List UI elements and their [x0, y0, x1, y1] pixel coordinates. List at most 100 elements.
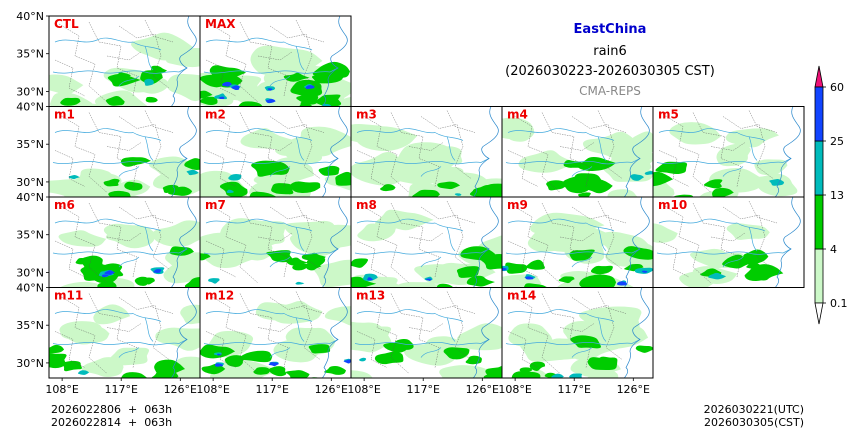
river-line — [295, 317, 305, 342]
rain-area-moderate — [145, 96, 158, 103]
colorbar-extend-min — [814, 302, 824, 325]
river-line — [748, 226, 758, 252]
rain-area-moderate — [579, 274, 617, 288]
y-tick-label: 40°N — [16, 282, 44, 295]
panel-label: m11 — [54, 289, 83, 303]
river-line — [571, 347, 593, 358]
rain-area-moderate — [219, 181, 248, 197]
rain-area-light — [166, 73, 200, 102]
province-border — [88, 202, 138, 278]
precip-field — [502, 106, 653, 197]
y-tick-label: 35°N — [16, 319, 44, 332]
rain-area-light — [155, 327, 200, 351]
x-tick-label: 108°E — [45, 383, 78, 396]
province-border — [597, 200, 627, 224]
rain-area-light — [541, 227, 584, 252]
river-line — [356, 309, 464, 322]
province-border — [571, 297, 623, 360]
rain-area-moderate — [289, 181, 321, 194]
rain-area-moderate — [200, 90, 213, 99]
rain-area-light — [716, 143, 751, 167]
colorbar-tick-label: 0.1 — [830, 297, 848, 310]
province-border — [722, 206, 774, 270]
rain-area-moderate — [283, 72, 310, 82]
river-line — [203, 339, 339, 346]
rain-area-moderate — [200, 96, 218, 105]
river-line — [118, 347, 140, 358]
x-tick-label: 108°E — [347, 383, 380, 396]
river-line — [205, 218, 313, 232]
rain-area-moderate — [712, 187, 734, 197]
rain-area-light — [220, 218, 286, 247]
river-line — [205, 37, 313, 51]
rain-area-moderate — [519, 367, 533, 373]
river-line — [205, 309, 313, 322]
rain-area-light — [180, 304, 200, 325]
province-border — [390, 112, 440, 187]
province-border — [118, 206, 170, 270]
coastline — [170, 287, 197, 378]
river-line — [505, 248, 641, 255]
precip-field — [351, 287, 502, 378]
river-line — [446, 317, 456, 342]
rain-area-moderate — [285, 370, 310, 378]
rain-area-light — [73, 285, 99, 288]
province-border — [239, 202, 289, 278]
rain-area-very-heavy — [101, 274, 109, 278]
panel-m14: m14 — [501, 287, 654, 379]
colorbar-extend-max — [814, 65, 824, 88]
province-border — [295, 200, 325, 224]
rain-area-moderate — [238, 350, 273, 363]
coastline — [472, 197, 499, 288]
river-line — [446, 136, 456, 161]
river-line — [118, 75, 140, 87]
province-border — [295, 110, 325, 133]
colorbar-segment — [814, 86, 824, 142]
province-border — [269, 206, 321, 270]
precip-field — [52, 197, 200, 288]
valid-time-cst: 2026030305(CST) — [704, 416, 804, 429]
y-tick-label: 30°N — [16, 357, 44, 370]
y-tick-label: 35°N — [16, 138, 44, 151]
province-border — [144, 200, 174, 224]
rain-area-light — [669, 122, 722, 145]
river-line — [54, 128, 162, 141]
rain-area-moderate — [655, 161, 688, 175]
colorbar-segment — [814, 248, 824, 304]
river-line — [356, 218, 464, 232]
rain-area-light — [152, 220, 200, 247]
rain-area-light — [313, 259, 351, 288]
rain-area-light — [351, 338, 388, 353]
rain-area-moderate — [558, 276, 575, 284]
province-border — [390, 202, 440, 278]
rain-area-heavy — [295, 281, 305, 285]
precip-field — [653, 197, 801, 288]
precip-field — [351, 197, 502, 288]
x-tick-label: 117°E — [255, 383, 288, 396]
river-line — [52, 339, 188, 346]
y-tick-label: 30°N — [16, 266, 44, 279]
province-border — [446, 291, 476, 314]
panel-label: m6 — [54, 198, 75, 212]
coastline — [623, 106, 650, 197]
panel-label: m14 — [507, 289, 536, 303]
coastline — [623, 197, 650, 288]
coastline — [321, 16, 348, 107]
coastline — [170, 197, 197, 288]
river-line — [420, 166, 442, 177]
province-border — [541, 202, 591, 278]
init-time-1: 2026022806 + 063h — [51, 403, 173, 416]
x-tick-label: 117°E — [104, 383, 137, 396]
panel-frame — [652, 196, 805, 288]
rain-area-moderate — [238, 101, 263, 107]
rain-area-moderate — [412, 189, 440, 197]
rain-area-moderate — [154, 359, 185, 377]
rain-area-heavy — [359, 357, 367, 362]
rain-area-light — [148, 156, 196, 182]
colorbar-tick-label: 25 — [830, 135, 844, 148]
panel-grid: CTL MAX m1 m2 m3 m4 m5 m6 m7 m8 m9 m10 m11 m12 m13 m14 — [48, 15, 805, 379]
river-line — [505, 339, 641, 346]
panel-label: m5 — [658, 108, 679, 122]
valid-times: 2026030221(UTC) 2026030305(CST) — [704, 403, 804, 429]
rain-area-light — [393, 282, 437, 288]
